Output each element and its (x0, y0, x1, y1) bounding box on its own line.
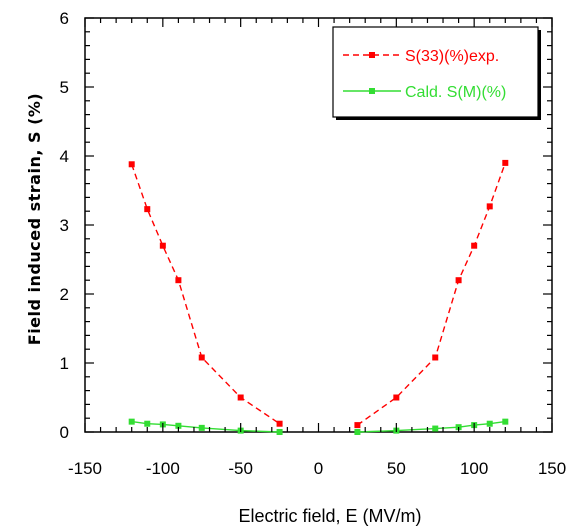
calc-strain-point (198, 424, 205, 431)
x-tick-label: 100 (460, 459, 488, 478)
exp-strain-point (128, 161, 135, 168)
x-tick-label: -100 (146, 459, 180, 478)
exp-strain-point (471, 242, 478, 249)
exp-strain-point (237, 394, 244, 401)
y-tick-label: 0 (60, 423, 69, 442)
calc-strain-point (128, 418, 135, 425)
legend: S(33)(%)exp. Cald. S(M)(%) (332, 26, 541, 120)
exp-strain-point (455, 277, 462, 284)
calc-strain-point (502, 418, 509, 425)
calc-strain-point (175, 422, 182, 429)
y-tick-label: 6 (60, 9, 69, 28)
exp-strain-point (486, 203, 493, 210)
calc-strain-point (432, 425, 439, 432)
y-tick-label: 4 (60, 147, 69, 166)
x-tick-label: 50 (387, 459, 406, 478)
calc-strain-point (354, 429, 361, 435)
legend-marker (369, 88, 375, 94)
exp-strain-point (175, 277, 182, 284)
exp-strain-point (432, 354, 439, 361)
x-tick-label: 150 (538, 459, 566, 478)
y-tick-label: 2 (60, 285, 69, 304)
x-axis-title: Electric field, E (MV/m) (238, 506, 421, 526)
y-tick-label: 3 (60, 216, 69, 235)
exp-strain-point (276, 420, 283, 427)
legend-label: S(33)(%)exp. (405, 48, 499, 65)
calc-strain-point (144, 420, 151, 427)
legend-box (332, 26, 539, 118)
exp-strain-point (393, 394, 400, 401)
y-axis-title: Field induced strain, S (%) (25, 93, 44, 345)
legend-marker (369, 52, 375, 58)
x-tick-label: 0 (314, 459, 323, 478)
exp-strain-point (198, 354, 205, 361)
y-tick-label: 5 (60, 78, 69, 97)
exp-strain-point (159, 242, 166, 249)
exp-strain-point (144, 206, 151, 213)
exp-strain-point (502, 159, 509, 166)
x-tick-label: -50 (228, 459, 253, 478)
y-tick-label: 1 (60, 354, 69, 373)
legend-label: Cald. S(M)(%) (405, 84, 506, 101)
x-tick-label: -150 (68, 459, 102, 478)
calc-strain-point (276, 429, 283, 435)
exp-strain-point (354, 422, 361, 429)
calc-strain-point (486, 420, 493, 427)
